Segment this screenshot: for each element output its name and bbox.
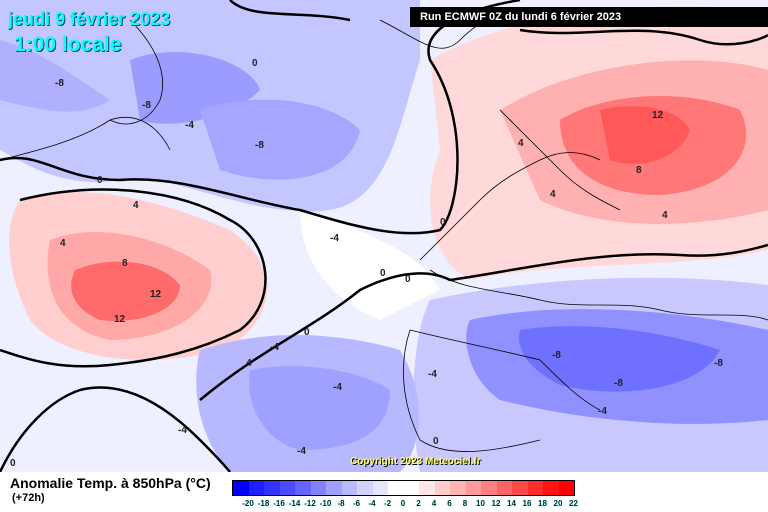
run-info-banner: Run ECMWF 0Z du lundi 6 février 2023 — [410, 7, 768, 27]
color-scale-cell — [264, 481, 280, 495]
color-scale-cell — [295, 481, 311, 495]
contour-label: 0 — [304, 327, 310, 338]
color-scale-ticks: -20 -18 -16 -14 -12 -10 -8 -6 -4 -2 0 2 4 6 8 10 12 14 16 1… — [236, 499, 578, 511]
legend-subtitle: (+72h) — [12, 492, 45, 504]
contour-label: -8 — [55, 78, 64, 89]
contour-label: 0 — [380, 268, 386, 279]
contour-label: -4 — [333, 382, 342, 393]
contour-label: 4 — [518, 138, 524, 149]
contour-label: -4 — [185, 120, 194, 131]
contour-label: 8 — [122, 258, 128, 269]
contour-label: -8 — [255, 140, 264, 151]
color-scale-tick-label: 10 — [476, 499, 485, 508]
color-scale-tick-label: -4 — [368, 499, 376, 508]
contour-label: 4 — [662, 210, 668, 221]
color-scale-tick-label: 14 — [507, 499, 516, 508]
color-scale-tick-label: 8 — [462, 499, 468, 508]
contour-label: -4 — [598, 406, 607, 417]
contour-label: -4 — [178, 425, 187, 436]
legend-title: Anomalie Temp. à 850hPa (°C) — [10, 475, 211, 491]
color-scale-cell — [496, 481, 512, 495]
contour-label: 12 — [652, 110, 664, 121]
color-scale-tick-label: 6 — [447, 499, 452, 508]
color-scale-cell — [248, 481, 264, 495]
contour-label: -8 — [614, 378, 623, 389]
contour-label: 0 — [433, 436, 439, 447]
contour-label: 4 — [246, 358, 252, 369]
contour-label: 0 — [440, 217, 446, 228]
contour-label: 0 — [10, 458, 16, 469]
color-scale-cell — [403, 481, 419, 495]
color-scale-cell — [434, 481, 450, 495]
color-scale-tick-label: 0 — [400, 499, 406, 508]
contour-label: 0 — [405, 274, 411, 285]
color-scale-cell — [465, 481, 481, 495]
forecast-date: jeudi 9 février 2023 — [8, 9, 171, 29]
contour-label: 0 — [97, 175, 103, 186]
color-scale-tick-label: 18 — [538, 499, 547, 508]
contour-label: -4 — [270, 342, 279, 353]
color-scale-tick-label: 22 — [569, 499, 578, 508]
contour-label: 4 — [133, 200, 139, 211]
color-scale-tick-label: -10 — [319, 499, 332, 508]
color-scale-tick-label: 20 — [553, 499, 563, 508]
color-scale-cell — [233, 481, 249, 495]
color-scale-bar — [232, 480, 575, 496]
color-scale-cell — [450, 481, 466, 495]
contour-label: -4 — [330, 233, 339, 244]
color-scale-tick-label: 16 — [522, 499, 532, 508]
contour-label: 0 — [252, 58, 258, 69]
color-scale-tick-label: -16 — [273, 499, 285, 508]
color-scale-cell — [558, 481, 574, 495]
color-scale-cell — [388, 481, 404, 495]
color-scale-cell — [326, 481, 342, 495]
color-scale-tick-label: -18 — [257, 499, 270, 508]
contour-label: 12 — [150, 289, 162, 300]
color-scale-tick-label: -12 — [304, 499, 316, 508]
forecast-time: 1:00 locale — [14, 33, 122, 56]
color-scale-tick-label: 2 — [416, 499, 421, 508]
color-scale-cell — [310, 481, 326, 495]
contour-label: 4 — [60, 238, 66, 249]
color-scale-cell — [512, 481, 528, 495]
contour-label: -8 — [142, 100, 151, 111]
color-scale-tick-label: -20 — [242, 499, 254, 508]
contour-label: -4 — [297, 446, 306, 457]
color-scale-tick-label: 4 — [431, 499, 437, 508]
color-scale-tick-label: -2 — [383, 499, 392, 508]
color-scale-cell — [372, 481, 388, 495]
copyright: Copyright 2023 Meteociel.fr — [350, 456, 481, 467]
contour-label: -8 — [552, 350, 561, 361]
color-scale-tick-label: -6 — [352, 499, 361, 508]
color-scale-tick-label: 12 — [491, 499, 501, 508]
color-scale-tick-label: -8 — [337, 499, 345, 508]
color-scale-cell — [357, 481, 373, 495]
temperature-anomaly-map: -8 0 -8 -4 -8 0 4 4 8 12 12 -4 0 0 0 4 1… — [0, 0, 768, 472]
color-scale-tick-label: -14 — [288, 499, 301, 508]
color-scale-cell — [527, 481, 543, 495]
color-scale-cell — [279, 481, 295, 495]
color-scale-cell — [341, 481, 357, 495]
color-scale-cell — [481, 481, 497, 495]
contour-label: 8 — [636, 165, 642, 176]
contour-label: -4 — [428, 369, 437, 380]
contour-label: 4 — [550, 189, 556, 200]
contour-label: -8 — [714, 358, 723, 369]
color-scale-cell — [543, 481, 559, 495]
contour-label: 12 — [114, 314, 126, 325]
color-scale-cell — [419, 481, 435, 495]
